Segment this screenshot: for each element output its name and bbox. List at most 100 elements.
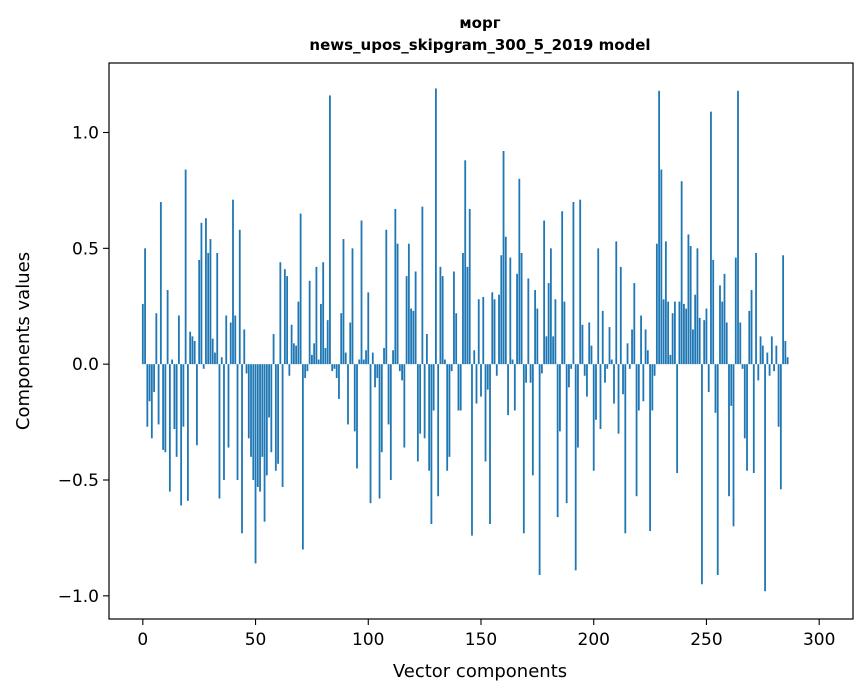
bar [205, 218, 207, 365]
y-axis-label: Components values [13, 252, 34, 430]
bar [529, 364, 532, 383]
bar [283, 269, 286, 365]
bar [662, 299, 665, 365]
bar [435, 88, 437, 365]
bar [331, 364, 334, 372]
bar [768, 364, 771, 376]
bar [723, 273, 726, 365]
bar [468, 208, 471, 365]
bar [502, 151, 505, 365]
bar [531, 364, 534, 476]
bar [784, 341, 787, 365]
bar [712, 259, 715, 365]
bar [376, 364, 379, 379]
bar [313, 343, 316, 365]
bar [628, 364, 631, 369]
bar [340, 313, 343, 365]
bar [256, 364, 259, 487]
bar [513, 364, 516, 411]
bar [554, 299, 557, 365]
bar [333, 364, 336, 369]
bar [761, 345, 764, 365]
bar [775, 345, 778, 365]
bar [301, 364, 304, 550]
bar [633, 283, 636, 365]
bar [225, 315, 228, 365]
bar [743, 364, 746, 439]
bar [324, 347, 327, 365]
bar [299, 213, 302, 365]
bar [658, 90, 661, 365]
bar [644, 329, 647, 365]
bar [410, 308, 413, 365]
bar [250, 364, 252, 457]
bar [597, 248, 600, 365]
bar [610, 359, 613, 365]
bar [162, 364, 165, 450]
bar [660, 169, 663, 365]
bar [279, 262, 282, 365]
bar [396, 243, 399, 365]
bar [187, 364, 189, 501]
bar [471, 364, 473, 536]
y-tick-label: −1.0 [58, 587, 99, 607]
bar [777, 364, 780, 427]
bar [290, 324, 293, 365]
bar [425, 334, 428, 365]
bar [252, 364, 255, 480]
bar [590, 345, 593, 365]
bar [292, 343, 295, 365]
bar [168, 364, 171, 492]
bar [317, 359, 320, 365]
bar [272, 334, 275, 365]
bar [306, 364, 309, 372]
bar [540, 364, 543, 374]
bar [696, 248, 699, 365]
chart-subtitle: news_upos_skipgram_300_5_2019 model [309, 36, 650, 54]
bar [335, 364, 338, 379]
bar [241, 364, 243, 534]
bar [741, 364, 744, 369]
bar [649, 364, 651, 531]
bar [177, 315, 180, 365]
bar [552, 336, 555, 365]
x-tick-label: 300 [803, 630, 835, 650]
bar [259, 364, 261, 492]
bar [146, 364, 149, 427]
bar [448, 364, 451, 457]
bar [714, 364, 717, 413]
bar [184, 169, 187, 365]
x-tick-label: 250 [690, 630, 722, 650]
bar [615, 241, 618, 365]
bar [403, 364, 406, 448]
bar [189, 331, 192, 365]
bar [549, 248, 552, 365]
bar [286, 276, 289, 365]
bar [261, 364, 264, 457]
bar [622, 364, 624, 395]
bar [651, 364, 654, 411]
bar [779, 364, 782, 490]
bar [635, 364, 638, 497]
bar [322, 262, 325, 365]
bar [216, 252, 219, 365]
y-tick-label: 0.0 [72, 355, 99, 375]
bar [581, 324, 584, 365]
bar [459, 364, 462, 411]
bar [595, 364, 597, 420]
bar [786, 357, 789, 365]
bar [446, 364, 449, 471]
bar [725, 322, 728, 365]
bar [568, 364, 570, 388]
bar [606, 364, 609, 369]
bar [232, 199, 234, 365]
bar [444, 359, 446, 365]
x-tick-label: 0 [137, 630, 148, 650]
bar [640, 315, 642, 365]
bar [757, 364, 760, 381]
bar [561, 211, 564, 365]
bar [450, 364, 453, 372]
bar [466, 266, 469, 365]
bar [522, 364, 525, 534]
bar [457, 364, 460, 411]
